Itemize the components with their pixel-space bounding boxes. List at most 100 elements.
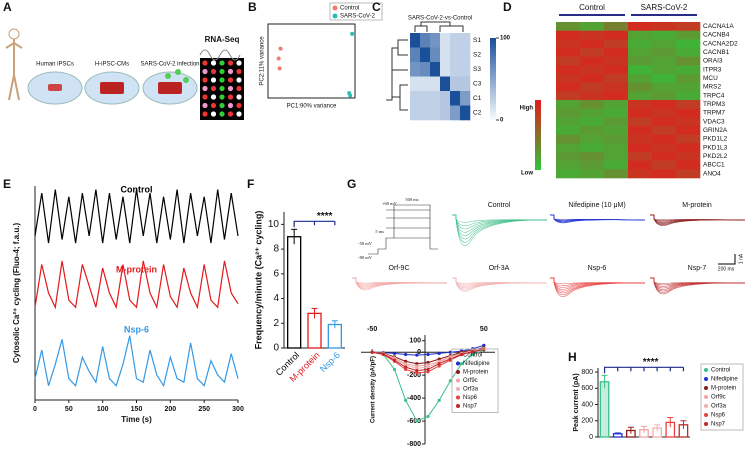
x-axis-label: Time (s): [121, 415, 152, 424]
heat-cell: [450, 33, 461, 48]
heat-cell: [652, 30, 677, 40]
y-axis-label: Cytosolic Ca²⁺ cycling (Fluo-4; f.a.u.): [12, 223, 21, 364]
heat-cell: [676, 160, 701, 170]
seq-dot: [236, 77, 242, 83]
protocol-label: 5 ms: [375, 229, 384, 234]
heat-cell: [676, 22, 701, 31]
legend-label: Nifedipine: [711, 377, 738, 383]
heat-cell: [420, 33, 431, 48]
heat-cell: [604, 30, 629, 40]
scale-label: 1 nA: [738, 253, 744, 264]
seq-dot: [219, 94, 225, 100]
row-label: TRPC4: [703, 92, 725, 99]
legend-marker: [456, 370, 460, 374]
colorbar: [535, 100, 541, 170]
heat-cell: [652, 48, 677, 57]
heat-cell: [440, 33, 451, 48]
heat-cell: [652, 152, 677, 161]
significance-bracket: [603, 366, 685, 374]
heat-cell: [652, 56, 677, 66]
row-label: S2: [473, 51, 481, 58]
seq-dot: [227, 102, 234, 109]
row-label: TRPM7: [703, 110, 725, 117]
heat-cell: [556, 108, 581, 118]
scale-label: Low: [521, 171, 533, 177]
plot-frame: [267, 23, 356, 99]
heat-cell: [440, 76, 451, 92]
heat-cell: [556, 100, 581, 109]
row-label: ANO4: [703, 170, 721, 177]
current-trace: [650, 277, 746, 295]
heat-cell: [420, 76, 431, 92]
heat-cell: [420, 91, 431, 106]
seq-dot: [227, 60, 234, 66]
seq-dot: [219, 68, 225, 75]
point: [348, 93, 353, 98]
heat-cell: [604, 91, 629, 101]
trace-label: Nsp-7: [688, 265, 707, 272]
seq-dot: [210, 77, 217, 83]
heat-cell: [580, 169, 605, 179]
seq-dot: [236, 111, 242, 117]
protocol-label: 500 ms: [405, 197, 418, 202]
y-tick-label: -600: [407, 418, 421, 425]
scale-label: High: [520, 106, 534, 112]
y-axis-label: PC2:11% variance: [260, 36, 266, 86]
bar: [307, 312, 322, 349]
y-tick-label: 0: [589, 434, 593, 441]
heat-cell: [580, 65, 605, 75]
heat-cell: [628, 56, 653, 66]
seq-dot: [202, 77, 208, 83]
colorbar-label: 100: [500, 36, 511, 42]
y-tick-label: 400: [581, 401, 593, 408]
x-axis-label: PC1:90% variance: [287, 104, 337, 110]
row-label: GRIN2A: [703, 127, 728, 134]
heat-cell: [604, 134, 629, 144]
heat-cell: [604, 48, 629, 57]
heat-cell: [450, 76, 461, 92]
heat-cell: [628, 48, 653, 57]
heat-cell: [410, 105, 421, 121]
seq-dot: [202, 111, 208, 117]
row-label: ITPR3: [703, 66, 722, 73]
trace-label: Orf-3A: [489, 265, 510, 272]
panel-label: C: [372, 0, 381, 14]
x-tick-label: 50: [65, 406, 73, 413]
series-line: [372, 348, 484, 372]
group-label: Control: [579, 3, 605, 12]
heat-cell: [628, 134, 653, 144]
heat-cell: [410, 47, 421, 63]
series-line: [372, 349, 485, 422]
legend-marker: [456, 361, 460, 366]
point: [278, 46, 283, 51]
panel-label: E: [3, 177, 11, 191]
y-axis-label: Frequency/minute (Ca²⁺ cycling): [253, 211, 263, 350]
heat-cell: [556, 65, 581, 75]
protocol-label: -50 mV: [358, 241, 373, 246]
heat-cell: [430, 47, 441, 63]
heat-cell: [556, 160, 581, 170]
heat-cell: [652, 100, 677, 109]
heat-cell: [676, 143, 701, 153]
legend-label: Orf3a: [463, 387, 479, 393]
panel-label: D: [503, 0, 512, 14]
heat-cell: [410, 91, 421, 106]
heat-cell: [440, 105, 451, 121]
legend-label: Nifedipine: [463, 361, 490, 367]
heat-cell: [676, 74, 701, 83]
heat-cell: [556, 169, 581, 179]
heat-cell: [628, 160, 653, 170]
row-label: PKD2L2: [703, 153, 728, 160]
y-tick-label: 0: [417, 349, 421, 356]
legend-marker: [456, 378, 460, 383]
bar: [599, 381, 610, 438]
heat-cell: [410, 76, 421, 92]
seq-dot: [219, 102, 225, 109]
heat-cell: [676, 30, 701, 40]
x-tick-label: 100: [97, 406, 109, 413]
colorbar-label: 0: [500, 118, 504, 124]
heat-cell: [440, 91, 451, 106]
y-tick-label: -400: [407, 395, 421, 402]
legend-label: Control: [711, 368, 730, 374]
heat-cell: [410, 33, 421, 48]
